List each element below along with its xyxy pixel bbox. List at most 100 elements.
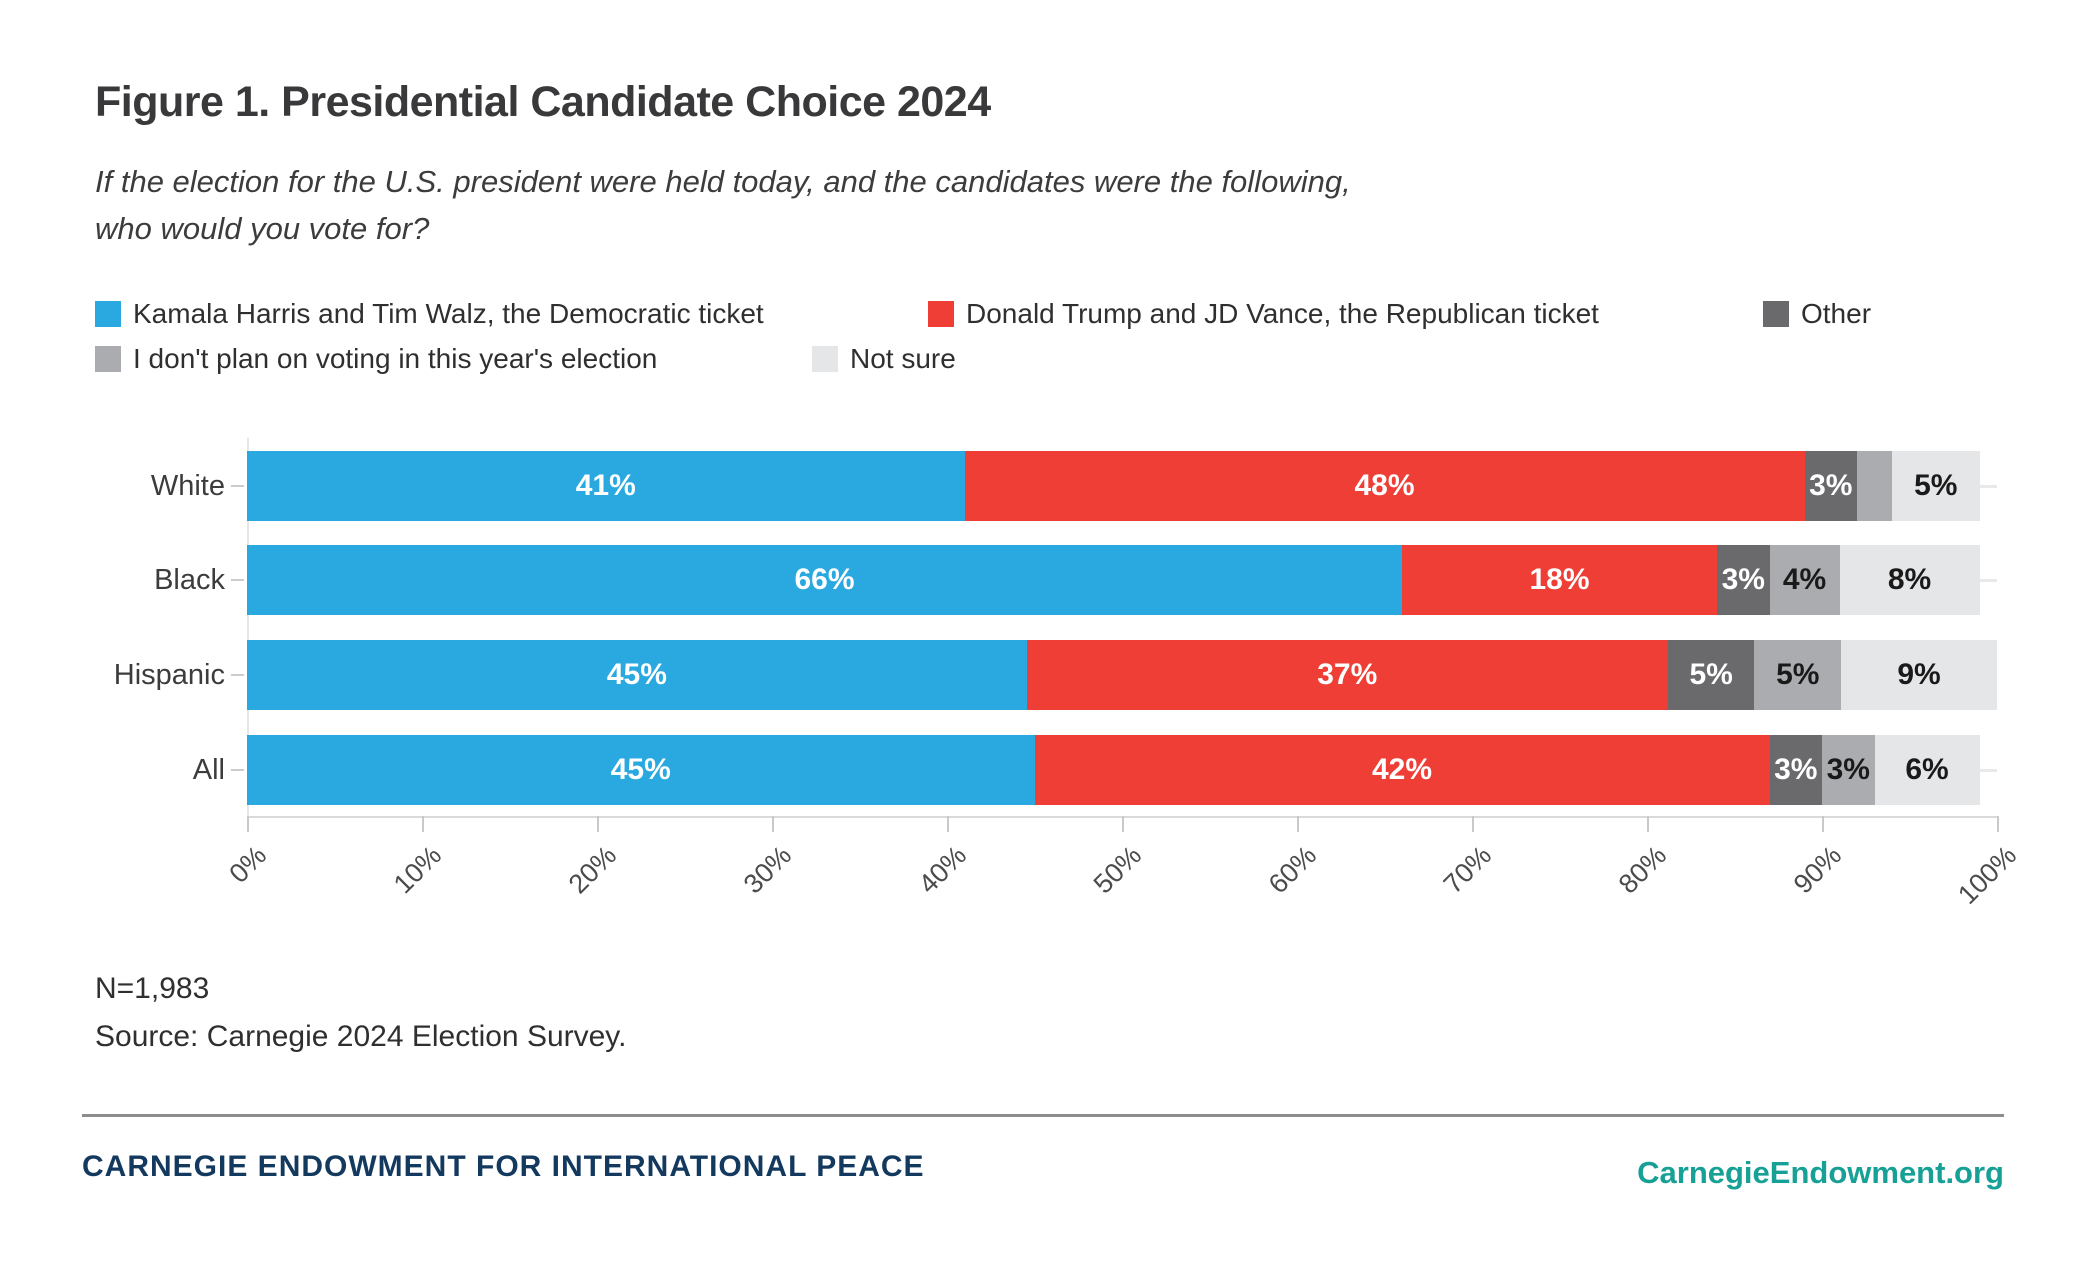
bar-value-label: 3%: [1721, 563, 1765, 596]
category-tick: [231, 485, 244, 487]
bar-value-label: 8%: [1887, 563, 1932, 596]
bar-value-label: 66%: [794, 563, 855, 596]
x-axis-tick-label: 60%: [1262, 840, 1323, 900]
footer-website-link[interactable]: CarnegieEndowment.org: [1637, 1155, 2004, 1190]
bar-stack: 41% 48% 3% 5%: [247, 451, 1997, 521]
bar-segment: 42%: [1034, 735, 1770, 805]
bar-row-hispanic: 45% 37% 5% 5% 9%: [247, 640, 1998, 710]
legend-item: Other: [1763, 297, 1871, 331]
legend-swatch-icon: [1763, 301, 1789, 327]
legend-label: Not sure: [850, 343, 956, 374]
footer-divider: [82, 1114, 2004, 1117]
bar-segment: 5%: [1754, 640, 1842, 710]
legend-item: Donald Trump and JD Vance, the Republica…: [928, 297, 1599, 331]
stacked-bar-chart: 41% 48% 3% 5% 66% 18% 3% 4% 8% 45% 37% 5% 5% 9% 45% 42%…: [223, 438, 2022, 910]
bar-segment: 41%: [247, 451, 965, 521]
x-axis-tick: [422, 816, 424, 832]
bar-segment: 6%: [1874, 735, 1980, 805]
legend-swatch-icon: [95, 301, 121, 327]
category-label: Black: [154, 564, 225, 596]
bar-value-label: 5%: [1776, 658, 1820, 691]
x-axis-tick-label: 100%: [1952, 840, 2023, 911]
bar-stack: 45% 37% 5% 5% 9%: [247, 640, 1998, 710]
bar-value-label: 3%: [1826, 753, 1870, 786]
figure-subtitle-line-1: If the election for the U.S. president w…: [95, 164, 1351, 199]
bar-segment: [1857, 451, 1892, 521]
category-label: All: [192, 754, 225, 786]
sample-size-note: N=1,983: [95, 972, 210, 1005]
y-axis-line: [247, 438, 249, 818]
bar-value-label: 5%: [1914, 469, 1958, 502]
category-tick: [231, 674, 244, 676]
bar-segment: 37%: [1026, 640, 1668, 710]
bar-value-label: 3%: [1774, 753, 1818, 786]
x-axis-tick: [1297, 816, 1299, 832]
x-axis-tick-label: 20%: [562, 840, 623, 900]
x-axis-tick-label: 40%: [912, 840, 973, 900]
bar-segment: 3%: [1804, 451, 1857, 521]
bar-segment: 8%: [1839, 545, 1980, 615]
x-axis-tick-label: 90%: [1787, 840, 1848, 900]
x-axis-tick: [772, 816, 774, 832]
x-axis-tick: [1822, 816, 1824, 832]
legend-label: I don't plan on voting in this year's el…: [133, 343, 658, 374]
x-axis-tick: [1997, 816, 1999, 832]
bar-value-label: 41%: [575, 469, 636, 502]
bar-stack: 45% 42% 3% 3% 6%: [247, 735, 1997, 805]
legend-label: Donald Trump and JD Vance, the Republica…: [966, 298, 1599, 329]
bar-value-label: 3%: [1809, 469, 1853, 502]
figure-subtitle: If the election for the U.S. president w…: [95, 158, 1775, 252]
bar-segment: 3%: [1822, 735, 1875, 805]
bar-value-label: 37%: [1317, 658, 1378, 691]
footer-organization: CARNEGIE ENDOWMENT FOR INTERNATIONAL PEA…: [82, 1150, 925, 1183]
bar-segment: 3%: [1769, 735, 1822, 805]
x-axis-tick: [1472, 816, 1474, 832]
bar-value-label: 48%: [1354, 469, 1415, 502]
bar-value-label: 42%: [1371, 753, 1433, 786]
figure-subtitle-line-2: who would you vote for?: [95, 211, 430, 246]
bar-value-label: 4%: [1782, 563, 1827, 596]
x-axis-tick: [247, 816, 249, 832]
legend-item: Kamala Harris and Tim Walz, the Democrat…: [95, 297, 764, 331]
bar-segment: 18%: [1402, 545, 1717, 615]
legend-swatch-icon: [812, 346, 838, 372]
x-axis-tick: [597, 816, 599, 832]
source-note: Source: Carnegie 2024 Election Survey.: [95, 1020, 627, 1053]
x-axis-tick-label: 70%: [1437, 840, 1498, 900]
x-axis-tick-label: 30%: [737, 840, 798, 900]
bar-segment: 5%: [1667, 640, 1755, 710]
bar-value-label: 18%: [1529, 563, 1590, 596]
x-axis-tick: [1122, 816, 1124, 832]
bar-stack: 66% 18% 3% 4% 8%: [247, 545, 1997, 615]
x-axis-tick: [947, 816, 949, 832]
legend-item: I don't plan on voting in this year's el…: [95, 342, 657, 376]
bar-value-label: 45%: [610, 753, 671, 786]
x-axis-tick-label: 0%: [223, 840, 273, 889]
bar-segment: 45%: [247, 735, 1035, 805]
bar-value-label: 6%: [1905, 753, 1949, 786]
x-axis-tick-label: 10%: [387, 840, 448, 900]
bar-value-label: 45%: [606, 658, 667, 691]
legend-label: Kamala Harris and Tim Walz, the Democrat…: [133, 298, 764, 329]
legend-swatch-icon: [928, 301, 954, 327]
category-tick: [231, 769, 244, 771]
figure-title: Figure 1. Presidential Candidate Choice …: [95, 78, 991, 126]
legend-item: Not sure: [812, 342, 956, 376]
bar-segment: 9%: [1841, 640, 1998, 710]
category-label: Hispanic: [113, 659, 225, 691]
bar-segment: 5%: [1892, 451, 1980, 521]
bar-row-white: 41% 48% 3% 5%: [247, 451, 1997, 521]
bar-segment: 3%: [1717, 545, 1770, 615]
category-label: White: [150, 470, 225, 502]
bar-value-label: 5%: [1689, 658, 1733, 691]
bar-segment: 48%: [964, 451, 1805, 521]
legend-label: Other: [1801, 298, 1872, 329]
bar-segment: 45%: [247, 640, 1027, 710]
x-axis-tick: [1647, 816, 1649, 832]
category-tick: [231, 579, 244, 581]
bar-segment: 66%: [247, 545, 1402, 615]
x-axis-tick-label: 80%: [1612, 840, 1673, 900]
legend-swatch-icon: [95, 346, 121, 372]
bar-segment: 4%: [1769, 545, 1840, 615]
bar-row-all: 45% 42% 3% 3% 6%: [247, 735, 1997, 805]
